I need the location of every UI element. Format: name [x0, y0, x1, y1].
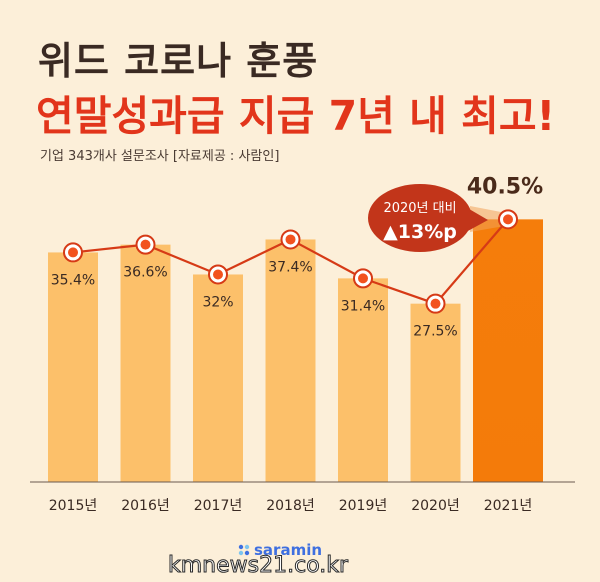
bar-2 — [193, 274, 243, 482]
marker-dot — [213, 269, 223, 280]
value-label-4: 31.4% — [341, 298, 385, 314]
value-label-0: 35.4% — [51, 272, 95, 288]
marker-dot — [68, 247, 78, 258]
x-tick-label-2: 2017년 — [194, 498, 243, 514]
saramin-logo-icon — [238, 544, 250, 556]
marker-dot — [140, 239, 151, 250]
bar-4 — [338, 278, 388, 482]
callout-line2: ▲13%p — [383, 221, 457, 243]
marker-dot — [285, 234, 296, 245]
data-point-3 — [280, 229, 301, 250]
value-label-6: 40.5% — [467, 174, 543, 199]
watermark: kmnews21.co.kr — [167, 553, 349, 579]
saramin-logo: saramin — [238, 541, 322, 559]
x-tick-label-3: 2018년 — [266, 498, 315, 514]
x-tick-label-1: 2016년 — [121, 498, 170, 514]
callout-bubble-shape — [368, 184, 488, 252]
bar-3 — [265, 239, 316, 482]
x-tick-label-5: 2020년 — [411, 498, 460, 514]
callout-line1: 2020년 대비 — [383, 201, 456, 216]
callout-pointer — [470, 206, 508, 232]
bar-6 — [473, 219, 543, 483]
value-label-3: 37.4% — [268, 259, 312, 275]
bar-5 — [410, 303, 461, 482]
data-point-0 — [63, 242, 83, 263]
page-title: 위드 코로나 훈풍 — [38, 39, 319, 83]
data-point-1 — [135, 234, 156, 255]
x-tick-label-4: 2019년 — [339, 498, 388, 514]
bar-0 — [48, 252, 98, 482]
marker-dot — [358, 273, 368, 284]
value-label-1: 36.6% — [123, 265, 167, 281]
data-point-5 — [425, 293, 446, 314]
x-tick-label-6: 2021년 — [484, 498, 533, 514]
data-point-6 — [498, 209, 518, 230]
saramin-logo-text: saramin — [254, 541, 323, 559]
data-point-4 — [353, 268, 373, 289]
page-headline: 연말성과급 지급 7년 내 최고! — [36, 92, 556, 140]
bar-1 — [120, 244, 171, 482]
data-point-2 — [208, 264, 228, 285]
marker-dot — [503, 214, 513, 225]
value-label-5: 27.5% — [413, 324, 457, 340]
marker-dot — [430, 298, 441, 309]
x-tick-label-0: 2015년 — [49, 498, 98, 514]
source-note: 기업 343개사 설문조사 [자료제공 : 사람인] — [40, 149, 280, 164]
callout-bubble: 2020년 대비 ▲13%p — [368, 184, 488, 252]
value-label-2: 32% — [202, 294, 233, 310]
